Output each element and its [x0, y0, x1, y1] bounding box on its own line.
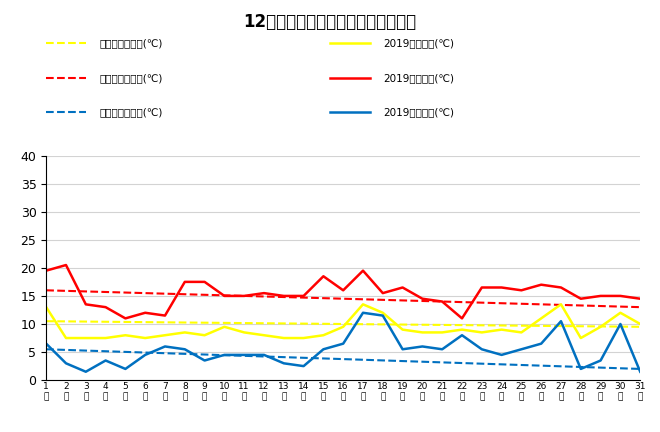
Text: 2019最低気温(℃): 2019最低気温(℃) [383, 107, 454, 118]
Text: 2019平均気温(℃): 2019平均気温(℃) [383, 38, 454, 48]
Text: 12月最高・最低・平均気温（日別）: 12月最高・最低・平均気温（日別） [244, 13, 416, 31]
Text: 最高気温平年値(℃): 最高気温平年値(℃) [99, 73, 162, 83]
Text: 2019最高気温(℃): 2019最高気温(℃) [383, 73, 454, 83]
Text: 平均気温平年値(℃): 平均気温平年値(℃) [99, 38, 162, 48]
Text: 最低気温平年値(℃): 最低気温平年値(℃) [99, 107, 162, 118]
